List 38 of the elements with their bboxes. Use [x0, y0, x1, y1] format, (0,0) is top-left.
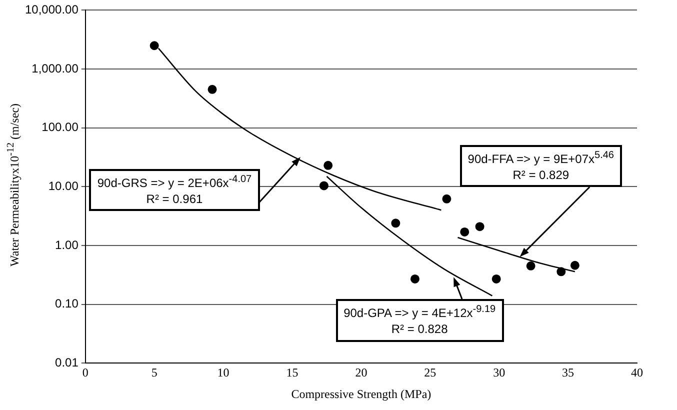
y-tick-label: 0.01 [55, 356, 79, 370]
point [319, 181, 328, 190]
point [442, 194, 452, 204]
point [475, 222, 484, 232]
y-tick-label: 0.10 [55, 296, 79, 311]
point [324, 160, 333, 170]
annotation: 90d-GPA => y = 4E+12x$^{-9.19}$ [344, 303, 496, 322]
x-tick-label: 5 [151, 366, 158, 380]
point [391, 218, 400, 228]
annotation: 90d-FFA => y = 9E+07x$^{5.46}$ [468, 148, 614, 168]
x-axis-title: Compressive Strength (MPa) [291, 386, 432, 401]
y-tick-label: 1.00 [55, 238, 79, 252]
annotation: R² = 0.829 [512, 167, 570, 184]
line-series [326, 176, 493, 296]
y-tick-label: 10.00 [48, 179, 79, 194]
x-tick-label: 0 [82, 366, 88, 380]
x-tick-label: 30 [493, 366, 506, 380]
x-tick-label: 10 [217, 366, 230, 380]
annotation: 90d-GRS => y = 2E+06x$^{-4.07}$ [97, 172, 252, 192]
point [150, 41, 159, 50]
point [410, 274, 420, 284]
line-series [457, 236, 576, 272]
annotation: R² = 0.828 [390, 321, 449, 338]
x-tick-label: 25 [424, 366, 436, 380]
x-tick-label: 20 [355, 366, 368, 380]
y-tick-label: 1,000.00 [32, 61, 79, 76]
x-tick-label: 35 [562, 366, 574, 380]
point [208, 84, 217, 94]
point [556, 267, 566, 276]
x-tick-label: 40 [631, 366, 643, 380]
annotation: R² = 0.961 [145, 191, 204, 208]
point [460, 227, 470, 236]
point [492, 274, 501, 284]
point [526, 261, 536, 270]
y-tick-label: 100.00 [42, 120, 79, 134]
y-tick-label: 10,000.00 [24, 2, 79, 17]
point [570, 260, 580, 270]
x-tick-label: 15 [286, 366, 298, 380]
